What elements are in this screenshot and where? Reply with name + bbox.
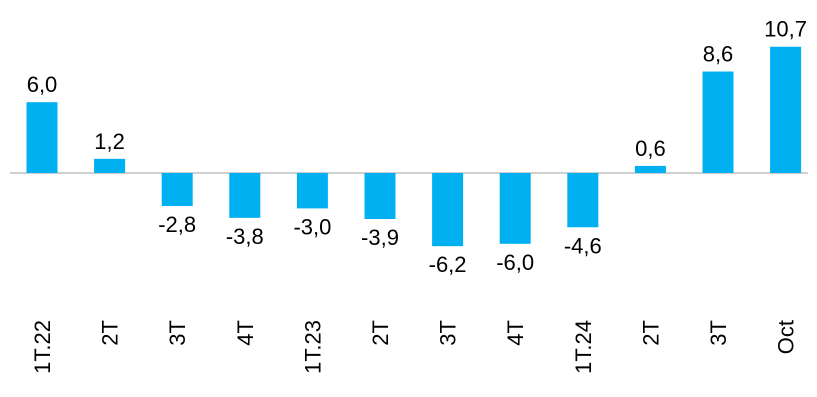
value-label-2: -2,8: [158, 212, 196, 237]
bar-4: [296, 173, 328, 209]
category-label-4: 1T.23: [300, 320, 325, 374]
value-label-10: 8,6: [703, 42, 734, 67]
bar-7: [499, 173, 531, 244]
bars-group: [26, 46, 802, 247]
bar-11: [770, 46, 802, 173]
category-label-3: 4T: [233, 320, 258, 346]
category-label-2: 3T: [165, 320, 190, 346]
bar-6: [432, 173, 464, 247]
value-label-4: -3,0: [293, 214, 331, 239]
category-label-1: 2T: [98, 320, 123, 346]
value-labels-group: 6,0 1,2 -2,8 -3,8 -3,0 -3,9 -6,2 -6,0 -4,6 0,6 8,6…: [27, 17, 807, 277]
category-label-5: 2T: [368, 320, 393, 346]
bar-10: [702, 71, 734, 173]
category-label-0: 1T.22: [30, 320, 55, 374]
category-label-11: Oct: [774, 320, 799, 354]
category-label-6: 3T: [436, 320, 461, 346]
value-label-9: 0,6: [635, 136, 666, 161]
category-label-7: 4T: [503, 320, 528, 346]
value-label-7: -6,0: [496, 250, 534, 275]
value-label-8: -4,6: [564, 233, 602, 258]
bar-9: [634, 165, 666, 173]
bar-1: [94, 158, 126, 173]
value-label-5: -3,9: [361, 225, 399, 250]
category-label-8: 1T.24: [571, 320, 596, 374]
value-label-11: 10,7: [764, 17, 807, 42]
value-label-1: 1,2: [94, 129, 125, 154]
bar-5: [364, 173, 396, 220]
bar-8: [567, 173, 599, 228]
value-label-6: -6,2: [429, 252, 467, 277]
bar-3: [229, 173, 261, 218]
category-label-9: 2T: [638, 320, 663, 346]
category-labels-group: 1T.22 2T 3T 4T 1T.23 2T 3T 4T 1T.24 2T 3T Oct: [30, 320, 799, 374]
bar-0: [26, 102, 58, 173]
category-label-10: 3T: [706, 320, 731, 346]
value-label-3: -3,8: [226, 224, 264, 249]
bar-2: [161, 173, 193, 207]
value-label-0: 6,0: [27, 72, 58, 97]
